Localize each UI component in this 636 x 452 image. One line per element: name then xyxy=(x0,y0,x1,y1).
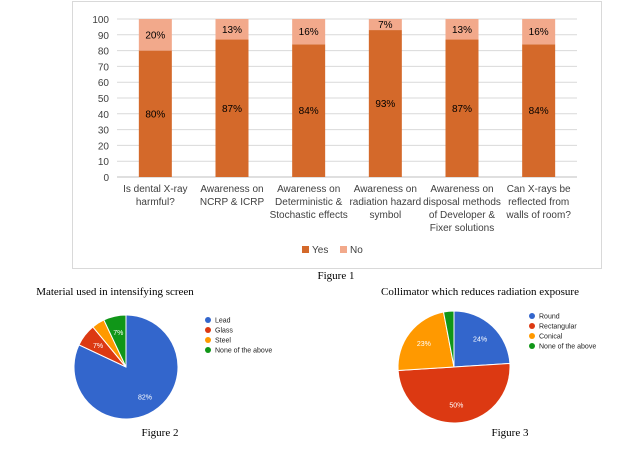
legend-marker xyxy=(529,323,535,329)
slice-label: 50% xyxy=(449,403,463,410)
bar-yes xyxy=(522,44,556,177)
legend-swatch xyxy=(340,246,347,253)
slice-label: 82% xyxy=(138,394,152,401)
data-label: 84% xyxy=(529,106,549,117)
pie-slice xyxy=(397,311,455,372)
y-tick-label: 90 xyxy=(98,31,110,42)
legend-label: Rectangular xyxy=(539,324,577,331)
data-label: 7% xyxy=(378,20,393,31)
x-category-label: Awareness on disposal methods of Developer… xyxy=(423,184,501,234)
legend-label: Glass xyxy=(215,328,233,335)
x-category-label: Awareness on NCRP & ICRP xyxy=(200,184,265,208)
y-tick-label: 0 xyxy=(103,173,109,184)
slice-label: 7% xyxy=(113,330,123,337)
bar-yes xyxy=(215,39,249,177)
pie-slice xyxy=(397,362,511,424)
x-category-label: Awareness on Deterministic & Stochastic ef… xyxy=(270,184,348,221)
figure1-caption: Figure 1 xyxy=(317,270,355,282)
slice-label: 7% xyxy=(93,343,103,350)
figure2-pie-chart: 82% 7% 7% Lead Glass Steel None of the above xyxy=(73,314,272,420)
bar-yes xyxy=(368,30,402,178)
bar-no xyxy=(522,19,556,45)
bar-yes xyxy=(445,39,479,177)
bar-no xyxy=(138,19,172,51)
legend-label: Steel xyxy=(215,338,231,345)
data-label: 16% xyxy=(299,27,319,38)
data-label: 13% xyxy=(452,25,472,36)
legend-label: None of the above xyxy=(539,344,596,351)
data-label: 84% xyxy=(299,106,319,117)
data-label: 16% xyxy=(529,27,549,38)
y-tick-label: 100 xyxy=(92,15,109,26)
pie-slice xyxy=(453,310,511,368)
legend-label: None of the above xyxy=(215,348,272,355)
data-label: 13% xyxy=(222,25,242,36)
pie-slice xyxy=(73,314,179,420)
y-tick-label: 50 xyxy=(98,94,110,105)
legend-label: Conical xyxy=(539,334,563,341)
bar-no xyxy=(292,19,326,45)
y-tick-label: 40 xyxy=(98,110,110,121)
y-tick-label: 60 xyxy=(98,78,110,89)
bar-yes xyxy=(138,50,172,177)
figure1-bar-chart: 0 10 20 30 40 50 60 70 80 90 100 80% 20% Is dental X-… xyxy=(92,15,577,256)
figure3-title: Collimator which reduces radiation expos… xyxy=(381,286,579,298)
legend-marker xyxy=(529,313,535,319)
legend-marker xyxy=(205,327,211,333)
legend-marker xyxy=(529,333,535,339)
legend-marker xyxy=(205,317,211,323)
data-label: 93% xyxy=(375,99,395,110)
legend-swatch xyxy=(302,246,309,253)
data-label: 80% xyxy=(145,109,165,120)
y-tick-label: 70 xyxy=(98,62,110,73)
legend-label: Lead xyxy=(215,318,231,325)
legend-label: Round xyxy=(539,314,560,321)
y-tick-label: 30 xyxy=(98,126,110,137)
pie-slice xyxy=(103,314,127,368)
figure3-caption: Figure 3 xyxy=(491,427,529,439)
legend-label: No xyxy=(350,245,363,256)
bar-no xyxy=(445,19,479,40)
x-category-label: Is dental X-ray harmful? xyxy=(123,184,187,208)
slice-label: 24% xyxy=(473,337,487,344)
x-category-label: Can X-rays be reflected from walls of room… xyxy=(505,184,571,221)
data-label: 20% xyxy=(145,30,165,41)
pie-slice xyxy=(442,310,455,368)
legend-label: Yes xyxy=(312,245,328,256)
bar-no xyxy=(215,19,249,40)
data-label: 87% xyxy=(452,104,472,115)
figure1-chart-frame: 0 10 20 30 40 50 60 70 80 90 100 80% 20% Is dental X-… xyxy=(72,1,602,269)
slice-label: 23% xyxy=(417,341,431,348)
legend-marker xyxy=(205,347,211,353)
data-label: 87% xyxy=(222,104,242,115)
legend-marker xyxy=(529,343,535,349)
bar-no xyxy=(368,19,402,31)
x-category-label: Awareness on radiation hazard symbol xyxy=(349,184,421,221)
figure3-pie-chart: 24% 50% 23% Round Rectangular Conical None of … xyxy=(397,310,596,424)
figure2-title: Material used in intensifying screen xyxy=(36,286,194,298)
y-tick-label: 20 xyxy=(98,141,110,152)
y-tick-label: 80 xyxy=(98,47,110,58)
bar-yes xyxy=(292,44,326,177)
legend-marker xyxy=(205,337,211,343)
y-tick-label: 10 xyxy=(98,157,110,168)
figure2-caption: Figure 2 xyxy=(141,427,179,439)
